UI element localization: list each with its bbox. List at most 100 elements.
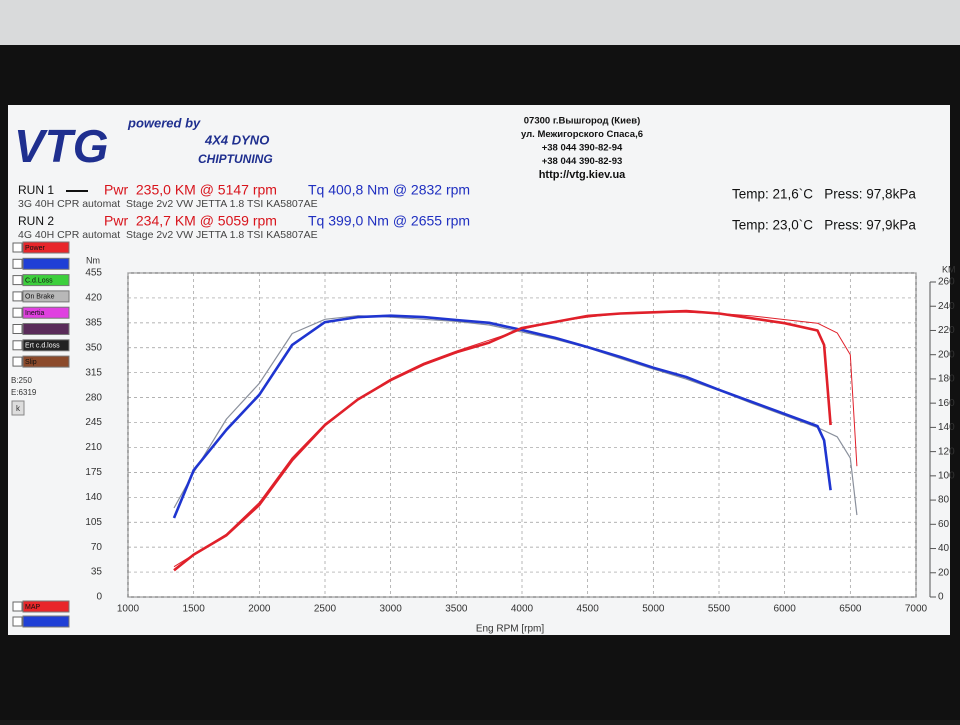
side-button	[11, 400, 25, 416]
side-k: k	[16, 404, 21, 413]
run-power: Pwr 235,0 KM @ 5147 rpm	[104, 182, 277, 198]
channel-swatch	[22, 241, 70, 254]
checkbox	[12, 616, 23, 627]
x-tick-label: 4500	[577, 604, 600, 615]
logo: VTG	[14, 120, 109, 172]
x-tick-label: 3500	[445, 604, 468, 615]
y-axis-label: Nm	[86, 255, 100, 265]
channel-label: Power	[25, 245, 46, 252]
channel-swatch	[22, 339, 70, 352]
x-tick-label: 4000	[511, 604, 534, 615]
channel-swatch	[22, 290, 70, 303]
x-tick-label: 6000	[774, 604, 797, 615]
y-tick-label: 385	[85, 317, 102, 328]
run-label: RUN 1	[18, 183, 54, 197]
run-info: 3G 40H CPR automat Stage 2v2 VW JETTA 1.…	[18, 198, 318, 210]
channel-label: Inertia	[25, 310, 45, 317]
series-line	[172, 314, 832, 519]
y-tick-label: 315	[85, 367, 102, 378]
run-conditions: Temp: 23,0`C Press: 97,9kPa	[732, 218, 916, 233]
run-power: Pwr 234,7 KM @ 5059 rpm	[104, 213, 277, 229]
channel-swatch	[22, 355, 70, 368]
y-tick-label: 35	[91, 567, 103, 578]
powered-by: powered by	[127, 115, 201, 130]
channel-swatch	[22, 600, 70, 613]
y2-tick-label: 100	[938, 470, 955, 481]
x-tick-label: 1000	[117, 604, 140, 615]
checkbox	[12, 291, 23, 302]
y-tick-label: 140	[85, 492, 102, 503]
y2-tick-label: 80	[938, 495, 950, 506]
checkbox	[12, 307, 23, 318]
y-tick-label: 350	[85, 342, 102, 353]
address-line: +38 044 390-82-94	[542, 143, 623, 154]
y2-tick-label: 180	[938, 374, 955, 385]
x-tick-label: 6500	[839, 604, 862, 615]
y-tick-label: 70	[91, 542, 103, 553]
channel-swatch	[22, 615, 70, 628]
checkbox	[12, 258, 23, 269]
checkbox	[12, 601, 23, 612]
series-line	[173, 309, 832, 572]
channel-label: On Brake	[25, 294, 55, 301]
y-tick-label: 105	[85, 517, 102, 528]
checkbox	[12, 356, 23, 367]
y2-tick-label: 60	[938, 519, 950, 530]
address-line: http://vtg.kiev.ua	[539, 169, 626, 181]
address-line: +38 044 390-82-93	[542, 156, 623, 167]
series-line	[173, 315, 858, 516]
run-torque: Tq 400,8 Nm @ 2832 rpm	[308, 182, 470, 198]
channel-swatch	[22, 323, 70, 335]
y2-tick-label: 140	[938, 422, 955, 433]
y-tick-label: 0	[96, 592, 102, 603]
run-label: RUN 2	[18, 214, 54, 228]
room	[0, 0, 960, 45]
y-tick-label: 280	[85, 392, 102, 403]
checkbox	[12, 324, 23, 334]
channel-label: C.d.Loss	[25, 277, 53, 284]
run-torque: Tq 399,0 Nm @ 2655 rpm	[308, 213, 470, 229]
side-b: B:250	[11, 376, 32, 385]
x-tick-label: 2500	[314, 604, 337, 615]
x-tick-label: 1500	[183, 604, 206, 615]
y2-tick-label: 0	[938, 592, 944, 603]
run-info: 4G 40H CPR automat Stage 2v2 VW JETTA 1.…	[18, 229, 318, 241]
y2-tick-label: 20	[938, 567, 950, 578]
y2-axis-label: KM	[942, 264, 956, 274]
channel-label: Ert c.d.loss	[25, 343, 60, 350]
x-tick-label: 7000	[905, 604, 928, 615]
y2-tick-label: 200	[938, 349, 955, 360]
x-tick-label: 5000	[642, 604, 665, 615]
channel-swatch	[22, 257, 70, 270]
channel-label: Slip	[25, 359, 37, 366]
y-tick-label: 210	[85, 442, 102, 453]
address-line: ул. Межигорского Спаса,6	[521, 129, 643, 140]
x-tick-label: 3000	[380, 604, 403, 615]
y-tick-label: 420	[85, 293, 102, 304]
y-tick-label: 455	[85, 268, 102, 279]
checkbox	[12, 275, 23, 286]
checkbox	[12, 340, 23, 351]
x-tick-label: 5500	[708, 604, 731, 615]
x-axis-label: Eng RPM [rpm]	[476, 624, 545, 635]
y2-tick-label: 220	[938, 325, 955, 336]
chiptuning: CHIPTUNING	[198, 152, 273, 166]
x-tick-label: 2000	[248, 604, 271, 615]
checkbox	[12, 242, 23, 253]
y2-tick-label: 240	[938, 301, 955, 312]
y2-tick-label: 40	[938, 543, 950, 554]
dyno: 4X4 DYNO	[204, 132, 269, 147]
y2-tick-label: 260	[938, 277, 955, 288]
y-tick-label: 245	[85, 417, 102, 428]
run-conditions: Temp: 21,6`C Press: 97,8kPa	[732, 187, 916, 202]
side-e: E:6319	[11, 388, 37, 397]
y-tick-label: 175	[85, 467, 102, 478]
y2-tick-label: 120	[938, 446, 955, 457]
y2-tick-label: 160	[938, 398, 955, 409]
address-line: 07300 г.Вышгород (Киев)	[524, 116, 640, 127]
channel-swatch	[22, 274, 70, 287]
channel-swatch	[22, 306, 70, 319]
channel-label: MAP	[25, 604, 41, 611]
